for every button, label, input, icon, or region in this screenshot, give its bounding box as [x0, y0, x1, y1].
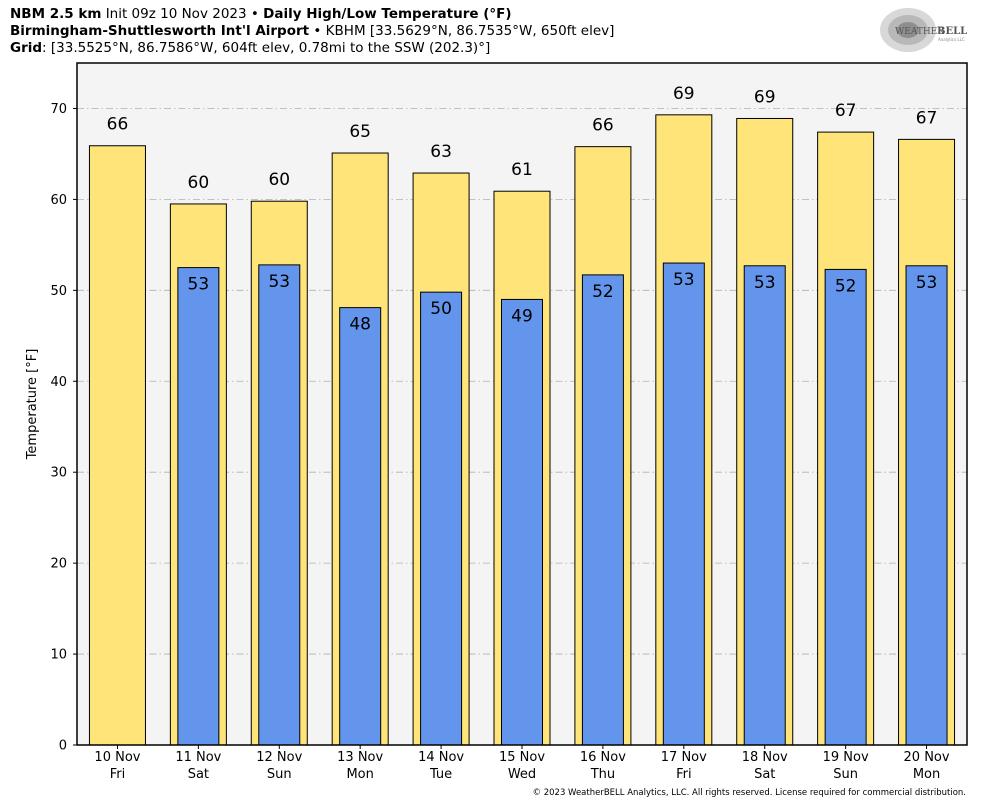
high-temp-label: 67 — [835, 101, 857, 121]
low-temp-label: 53 — [268, 272, 290, 292]
low-temp-label: 50 — [430, 299, 452, 319]
y-tick-label: 70 — [50, 102, 67, 117]
high-temp-label: 60 — [268, 170, 290, 190]
y-tick-label: 20 — [50, 557, 67, 572]
high-temp-label: 66 — [107, 115, 129, 135]
low-temp-bar — [501, 298, 543, 746]
x-tick-label-day: Wed — [508, 767, 536, 782]
x-tick-label-day: Thu — [590, 767, 615, 782]
high-temp-label: 69 — [754, 87, 776, 107]
x-tick-label-date: 18 Nov — [742, 750, 788, 765]
low-temp-bar — [824, 268, 867, 746]
x-tick-label-day: Sat — [188, 767, 209, 782]
low-temp-label: 53 — [673, 270, 695, 290]
x-tick-label-date: 14 Nov — [418, 750, 464, 765]
x-tick-label-date: 17 Nov — [661, 750, 707, 765]
x-tick-label-date: 16 Nov — [580, 750, 626, 765]
x-tick-label-date: 10 Nov — [94, 750, 140, 765]
low-temp-label: 53 — [188, 275, 210, 295]
y-tick-label: 30 — [50, 466, 67, 481]
low-temp-bar — [177, 267, 220, 746]
grid-info: : [33.5525°N, 86.7586°W, 604ft elev, 0.7… — [42, 40, 491, 56]
low-temp-bar — [662, 262, 705, 746]
chart-header-line-2: Birmingham-Shuttlesworth Int'l Airport •… — [10, 23, 614, 40]
high-temp-label: 61 — [511, 160, 533, 180]
low-temp-bar — [581, 274, 624, 746]
y-tick-label: 40 — [50, 375, 67, 390]
x-tick-label-date: 20 Nov — [904, 750, 950, 765]
plot-frame — [76, 62, 968, 746]
logo-text-c: Analytics LLC — [938, 37, 965, 42]
y-tick-label: 50 — [50, 284, 67, 299]
x-tick-label-day: Sun — [833, 767, 858, 782]
low-temp-label: 53 — [916, 273, 938, 293]
x-tick-label-day: Mon — [346, 767, 373, 782]
y-tick-label: 0 — [59, 739, 67, 754]
x-tick-label-date: 12 Nov — [256, 750, 302, 765]
x-tick-label-day: Mon — [913, 767, 940, 782]
x-tick-label-day: Sat — [754, 767, 775, 782]
low-temp-bar — [420, 291, 463, 746]
header-bullet: • — [250, 6, 259, 22]
y-tick-label: 10 — [50, 648, 67, 663]
x-tick-label-day: Fri — [676, 767, 692, 782]
header-bullet: • — [313, 23, 322, 39]
x-tick-label-date: 13 Nov — [337, 750, 383, 765]
grid-label: Grid — [10, 40, 43, 56]
low-temp-bar — [905, 265, 948, 746]
y-tick-label: 60 — [50, 193, 67, 208]
low-temp-bar — [339, 307, 382, 746]
high-temp-label: 67 — [916, 108, 938, 128]
high-temp-label: 65 — [349, 122, 371, 142]
chart-header-line-3: Grid: [33.5525°N, 86.7586°W, 604ft elev,… — [10, 40, 490, 57]
x-tick-label-day: Sun — [267, 767, 292, 782]
logo-text-a: WEATHER — [895, 27, 944, 37]
init-time: Init 09z 10 Nov 2023 — [105, 6, 247, 22]
weatherbell-logo: WEATHER BELL Analytics LLC — [880, 8, 967, 52]
x-tick-label-date: 11 Nov — [175, 750, 221, 765]
x-tick-label-day: Fri — [110, 767, 126, 782]
high-temp-label: 63 — [430, 142, 452, 162]
chart-header-line-1: NBM 2.5 km Init 09z 10 Nov 2023 • Daily … — [10, 6, 512, 23]
x-tick-label-day: Tue — [429, 767, 452, 782]
low-temp-bar — [258, 264, 301, 746]
x-tick-label-date: 15 Nov — [499, 750, 545, 765]
low-temp-bar — [743, 265, 786, 746]
y-axis-label: Temperature [°F] — [25, 349, 40, 461]
low-temp-label: 53 — [754, 273, 776, 293]
low-temp-label: 49 — [511, 306, 533, 326]
model-name: NBM 2.5 km — [10, 6, 102, 22]
high-temp-bar — [88, 145, 146, 746]
logo-text-b: BELL — [937, 26, 967, 37]
product-title: Daily High/Low Temperature (°F) — [263, 6, 512, 22]
high-temp-label: 66 — [592, 116, 614, 136]
station-info: KBHM [33.5629°N, 86.7535°W, 650ft elev] — [325, 23, 615, 39]
low-temp-label: 48 — [349, 315, 371, 335]
copyright-notice: © 2023 WeatherBELL Analytics, LLC. All r… — [532, 788, 966, 798]
low-temp-label: 52 — [592, 282, 614, 302]
station-name: Birmingham-Shuttlesworth Int'l Airport — [10, 23, 310, 39]
low-temp-label: 52 — [835, 276, 857, 296]
x-tick-label-date: 19 Nov — [823, 750, 869, 765]
high-temp-label: 69 — [673, 84, 695, 104]
high-temp-label: 60 — [188, 173, 210, 193]
